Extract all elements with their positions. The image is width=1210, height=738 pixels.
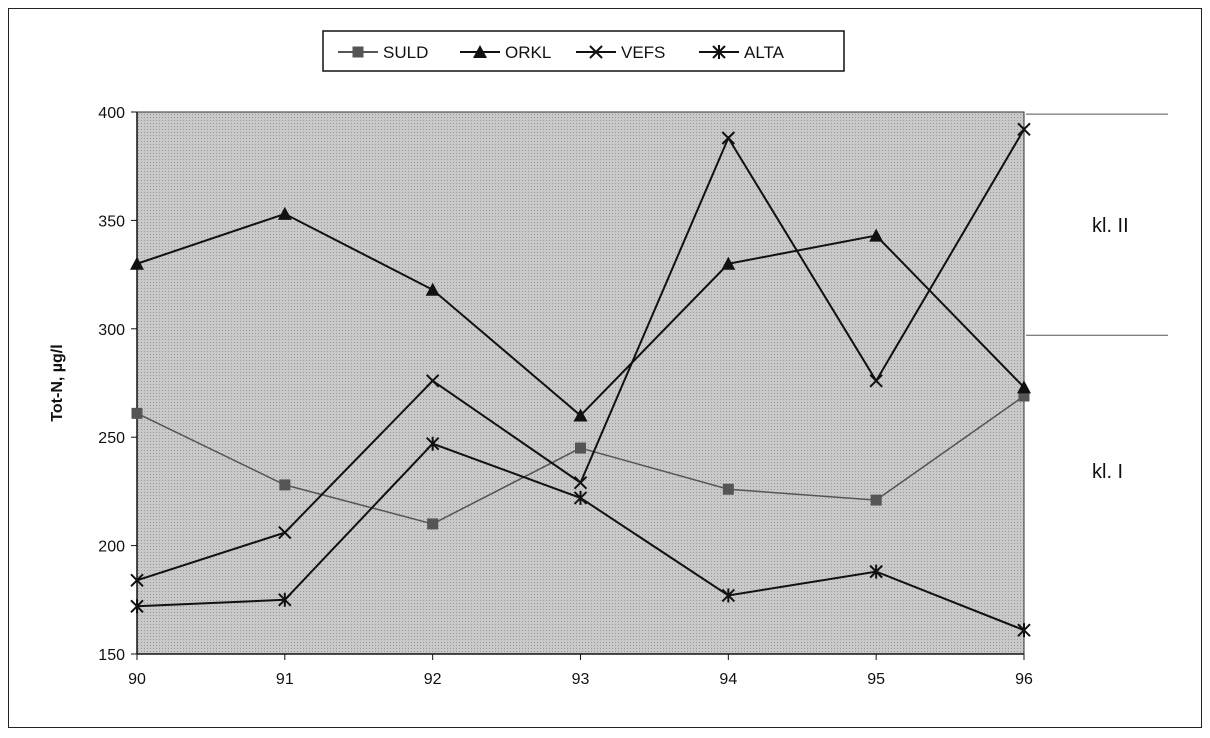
point-suld-92 [427,518,439,530]
y-tick-label-200: 200 [98,539,125,556]
y-axis-title: Tot-N, µg/l [49,344,66,421]
legend-label-alta: ALTA [744,43,785,62]
point-alta-92 [425,436,440,451]
point-vefs-91 [278,525,292,540]
band-label-kl-2: kl. II [1092,215,1129,237]
point-orkl-90 [130,256,144,270]
point-orkl-92 [425,282,440,296]
x-tick-label-96: 96 [1015,671,1033,688]
point-vefs-94 [721,131,736,145]
y-tick-label-400: 400 [98,105,125,122]
chart-frame [8,8,1202,728]
point-alta-95 [869,564,883,579]
point-orkl-91 [277,206,292,220]
point-suld-90 [131,407,143,419]
x-tick-label-90: 90 [128,671,146,688]
point-suld-96 [1018,390,1030,402]
legend-box [322,30,845,72]
legend-label-suld: SULD [383,43,428,62]
point-vefs-92 [425,374,440,388]
x-tick-label-91: 91 [276,671,294,688]
point-alta-94 [721,588,736,603]
legend-label-orkl: ORKL [505,43,551,62]
plot-area: kl. II kl. I 150 200 250 300 350 400 90 91 92 93 94 9… [49,105,1168,688]
y-tick-label-300: 300 [98,322,125,339]
point-vefs-90 [130,573,144,587]
point-alta-93 [573,490,588,505]
point-suld-94 [722,483,734,495]
x-tick-label-94: 94 [719,671,737,688]
x-tick-label-92: 92 [424,671,442,688]
x-tick-label-95: 95 [867,671,885,688]
y-tick-label-250: 250 [98,430,125,447]
point-alta-96 [1017,623,1031,638]
point-orkl-93 [573,408,588,422]
point-suld-95 [870,494,882,506]
point-orkl-94 [721,256,736,270]
y-tick-label-150: 150 [98,647,125,664]
point-suld-93 [575,442,586,454]
legend-marker-orkl [473,45,487,58]
legend-marker-suld [352,46,364,58]
point-orkl-96 [1017,380,1031,394]
point-alta-90 [130,599,144,614]
point-vefs-93 [573,476,588,490]
legend: SULD ORKL VEFS ALTA [322,30,845,72]
point-suld-91 [279,479,291,491]
legend-label-vefs: VEFS [621,43,665,62]
band-label-kl-1: kl. I [1092,461,1123,483]
x-tick-label-93: 93 [572,671,590,688]
point-vefs-96 [1017,122,1031,137]
y-tick-label-350: 350 [98,213,125,230]
point-vefs-95 [869,374,883,388]
legend-marker-vefs [589,45,603,59]
plot-background [136,111,1025,655]
legend-marker-alta [712,45,726,59]
point-orkl-95 [869,228,884,242]
point-alta-91 [278,592,292,607]
